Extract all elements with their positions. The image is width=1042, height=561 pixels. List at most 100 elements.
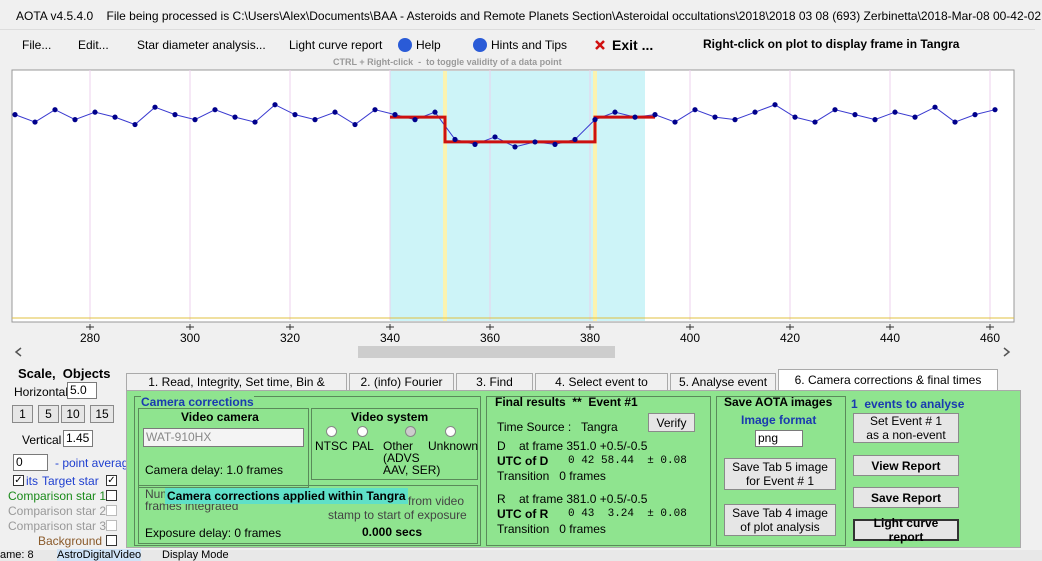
video-system: NTSC <box>315 439 348 453</box>
scale-button[interactable]: 1 <box>12 405 33 423</box>
average-select[interactable]: 0 <box>13 454 48 471</box>
object-label: Comparison star 3 <box>8 519 107 533</box>
status-item: Display Mode <box>162 549 229 561</box>
data-point <box>392 112 398 118</box>
scale-button[interactable]: 10 <box>61 405 85 423</box>
button-text: as a non-event <box>866 428 946 442</box>
utc-d-label: UTC of D <box>497 454 549 468</box>
limits-checkbox[interactable]: ✓ <box>13 475 24 486</box>
stamp-note: stamp to start of exposure <box>328 508 467 522</box>
x-tick-label: 400 <box>680 331 700 345</box>
data-point <box>152 104 158 110</box>
data-point <box>232 114 238 120</box>
video-system: PAL <box>352 439 374 453</box>
object-checkbox[interactable] <box>106 520 117 531</box>
save-tab5-button[interactable]: Save Tab 5 image for Event # 1 <box>724 458 836 490</box>
menu-edit[interactable]: Edit... <box>78 38 109 52</box>
exposure-delay: Exposure delay: 0 frames <box>145 526 282 540</box>
view-report-button[interactable]: View Report <box>853 455 959 476</box>
scale-button[interactable]: 15 <box>90 405 114 423</box>
side-strip <box>1016 60 1032 342</box>
radio[interactable] <box>357 426 368 437</box>
tab-active[interactable]: 6. Camera corrections & final times Even… <box>778 369 998 407</box>
menu-star-diameter[interactable]: Star diameter analysis... <box>137 38 266 52</box>
object-checkbox[interactable] <box>106 535 117 546</box>
x-tick-label: 360 <box>480 331 500 345</box>
data-point <box>972 112 978 118</box>
video-system: Other <box>383 439 414 453</box>
menu-light-curve-report[interactable]: Light curve report <box>289 38 383 52</box>
data-point <box>412 117 418 123</box>
data-point <box>432 109 438 115</box>
data-point <box>532 139 538 145</box>
object-checkbox[interactable]: ✓ <box>106 475 117 486</box>
data-point <box>892 109 898 115</box>
video-system: Unknown <box>428 439 479 453</box>
data-point <box>12 112 18 118</box>
data-point <box>572 136 578 143</box>
limits-label: its <box>26 474 38 488</box>
utc-r: 0 43 3.24 ± 0.08 <box>568 508 687 520</box>
radio[interactable] <box>405 426 416 437</box>
offset: 0.000 secs <box>362 525 423 539</box>
tab[interactable]: 5. Analyse event #1 <box>670 373 776 405</box>
tab[interactable]: 4. Select event to analyse <box>535 373 668 405</box>
vertical-input[interactable]: 1.45 <box>63 430 93 447</box>
separator <box>0 29 1035 30</box>
non-event-button[interactable]: Set Event # 1 as a non-event <box>853 413 959 443</box>
object-checkbox[interactable] <box>106 490 117 501</box>
x-tick-label: 320 <box>280 331 300 345</box>
video-system-title: Video system <box>351 410 429 424</box>
transition-r: Transition 0 frames <box>497 522 606 536</box>
object-label: Comparison star 2 <box>8 504 107 518</box>
help-icon <box>398 38 412 52</box>
x-tick-label: 440 <box>880 331 900 345</box>
object-checkbox[interactable] <box>106 505 117 516</box>
data-point <box>92 109 98 115</box>
transition-d: Transition 0 frames <box>497 469 606 483</box>
verify-button[interactable]: Verify <box>648 413 695 432</box>
save-tab4-button[interactable]: Save Tab 4 image of plot analysis <box>724 504 836 536</box>
data-point <box>792 114 798 120</box>
save-box <box>716 396 846 546</box>
data-point <box>372 107 378 113</box>
menu-file[interactable]: File... <box>22 38 52 52</box>
radio[interactable] <box>326 426 337 437</box>
title-bar: AOTA v4.5.4.0 File being processed is C:… <box>16 9 1042 23</box>
video-camera-title: Video camera <box>181 410 259 424</box>
scale-button[interactable]: 5 <box>38 405 59 423</box>
menu-help[interactable]: Help <box>416 38 441 52</box>
data-point <box>312 117 318 123</box>
object-label: Comparison star 1 <box>8 489 107 503</box>
data-point <box>452 136 458 143</box>
tab[interactable]: 3. Find events <box>456 373 533 405</box>
format-select[interactable]: png <box>755 430 803 447</box>
button-text: for Event # 1 <box>745 474 815 488</box>
save-report-button[interactable]: Save Report <box>853 487 959 508</box>
tab[interactable]: 1. Read, Integrity, Set time, Bin & norm… <box>126 373 347 405</box>
object-label: Background <box>38 534 103 548</box>
format-label: Image format <box>741 413 817 427</box>
data-point <box>272 102 278 108</box>
button-text: Set Event # 1 <box>869 414 943 428</box>
x-tick-label: 460 <box>980 331 1000 345</box>
radio[interactable] <box>445 426 456 437</box>
menu-exit[interactable]: Exit ... <box>612 37 654 53</box>
data-point <box>352 121 358 128</box>
hints-icon <box>473 38 487 52</box>
scroll-right <box>1003 347 1011 357</box>
results-box <box>486 396 711 546</box>
horizontal-input[interactable]: 5.0 <box>67 382 97 399</box>
camera-select[interactable]: WAT-910HX <box>143 428 304 447</box>
tab[interactable]: 2. (info) Fourier plot <box>349 373 454 405</box>
utc-d: 0 42 58.44 ± 0.08 <box>568 455 687 467</box>
data-point <box>812 119 818 125</box>
menu-hints[interactable]: Hints and Tips <box>491 38 568 52</box>
status-item: AstroDigitalVideo <box>57 549 142 561</box>
data-point <box>692 107 698 113</box>
menu-note: Right-click on plot to display frame in … <box>703 37 960 51</box>
data-point <box>652 112 658 118</box>
integration-box <box>138 485 478 544</box>
light-curve-report-button[interactable]: Light curve report <box>853 516 959 544</box>
